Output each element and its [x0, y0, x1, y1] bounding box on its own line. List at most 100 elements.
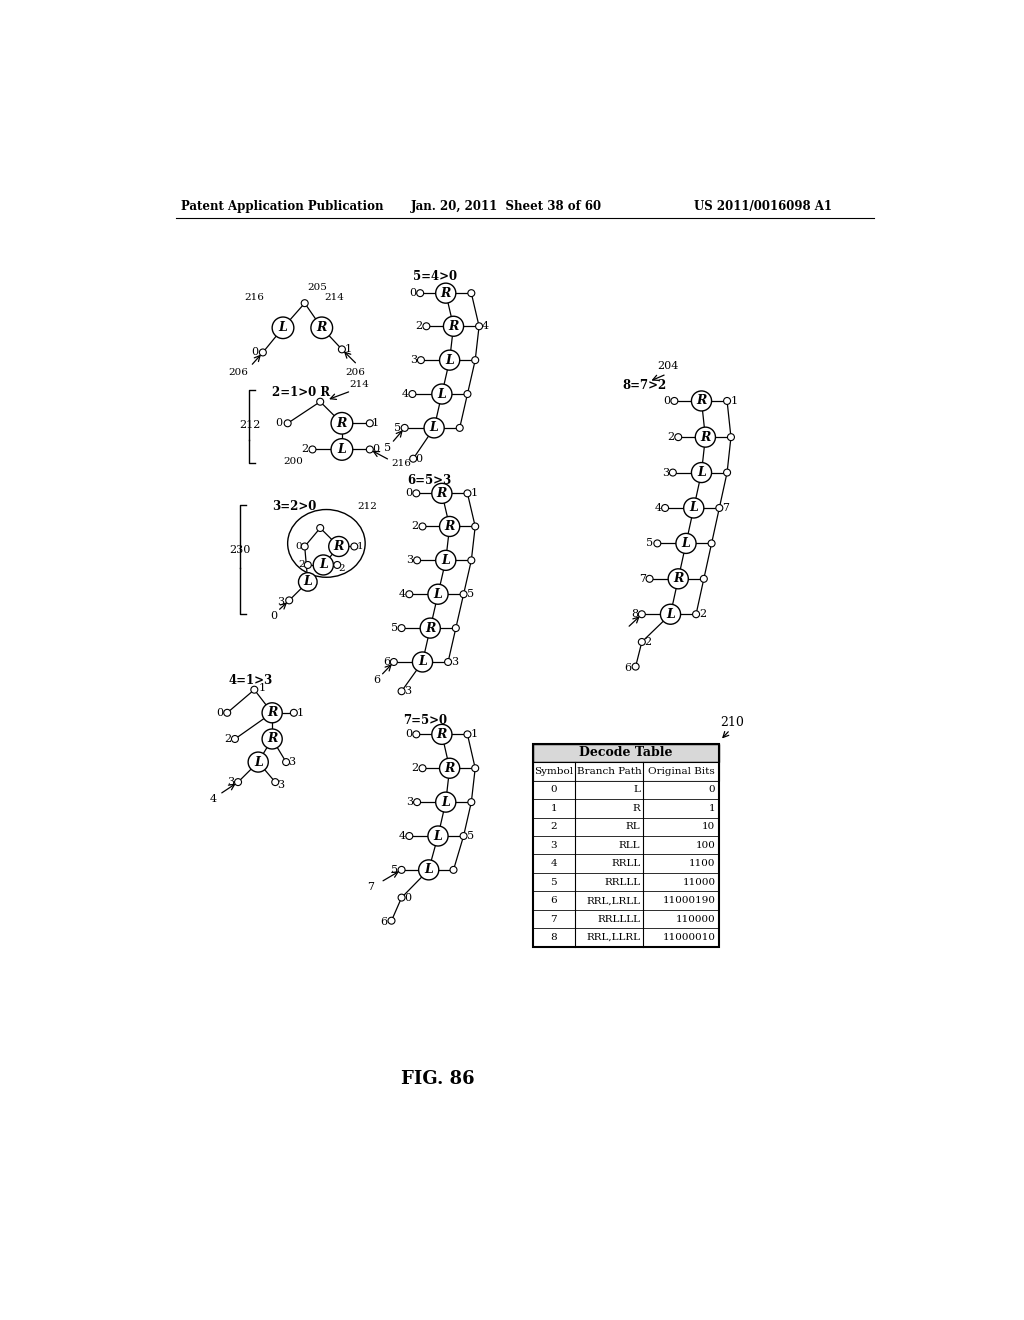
- Text: Decode Table: Decode Table: [579, 746, 673, 759]
- Circle shape: [432, 483, 452, 503]
- Text: 5: 5: [391, 865, 398, 875]
- Circle shape: [285, 420, 291, 426]
- Text: 3: 3: [227, 777, 234, 787]
- Text: 1: 1: [471, 730, 477, 739]
- Text: 10: 10: [702, 822, 716, 832]
- Circle shape: [424, 418, 444, 438]
- Text: 3: 3: [289, 758, 296, 767]
- Text: 11000190: 11000190: [663, 896, 716, 906]
- Circle shape: [472, 764, 478, 772]
- Circle shape: [646, 576, 653, 582]
- Text: 4=1>3: 4=1>3: [228, 675, 273, 686]
- Text: 0: 0: [251, 347, 258, 358]
- Circle shape: [291, 709, 297, 717]
- Text: L: L: [441, 796, 451, 809]
- Text: R: R: [337, 417, 347, 430]
- Circle shape: [398, 894, 406, 902]
- Text: Original Bits: Original Bits: [647, 767, 715, 776]
- Text: 212: 212: [357, 502, 377, 511]
- Text: US 2011/0016098 A1: US 2011/0016098 A1: [693, 199, 831, 213]
- Text: R: R: [436, 487, 447, 500]
- Circle shape: [420, 618, 440, 638]
- Text: 3: 3: [410, 355, 417, 366]
- Text: 5: 5: [391, 623, 398, 634]
- Text: RLL: RLL: [618, 841, 640, 850]
- Text: 4: 4: [482, 321, 489, 331]
- Text: R: R: [334, 540, 344, 553]
- Text: 3: 3: [276, 780, 284, 791]
- Text: R: R: [316, 321, 327, 334]
- Text: 2: 2: [668, 432, 675, 442]
- Circle shape: [334, 561, 341, 569]
- Circle shape: [676, 533, 696, 553]
- Circle shape: [691, 462, 712, 483]
- Circle shape: [428, 826, 449, 846]
- Text: 2: 2: [224, 734, 231, 744]
- Text: 0: 0: [372, 445, 379, 454]
- Text: 1: 1: [345, 345, 352, 354]
- Circle shape: [309, 446, 316, 453]
- Text: L: L: [430, 421, 438, 434]
- Circle shape: [251, 686, 258, 693]
- Circle shape: [367, 420, 374, 426]
- Text: 1: 1: [258, 684, 265, 693]
- Text: 0: 0: [295, 543, 302, 550]
- Circle shape: [692, 611, 699, 618]
- Text: 1: 1: [296, 708, 303, 718]
- Text: Jan. 20, 2011  Sheet 38 of 60: Jan. 20, 2011 Sheet 38 of 60: [411, 199, 602, 213]
- Text: 0: 0: [664, 396, 671, 407]
- Circle shape: [444, 659, 452, 665]
- Text: 7: 7: [722, 503, 729, 513]
- Bar: [532, 799, 719, 817]
- Circle shape: [638, 611, 645, 618]
- Circle shape: [464, 490, 471, 496]
- Text: 1: 1: [551, 804, 557, 813]
- Circle shape: [439, 350, 460, 370]
- Text: R: R: [444, 520, 455, 533]
- Bar: [532, 891, 719, 909]
- Text: 1: 1: [372, 418, 379, 428]
- Text: 7: 7: [367, 882, 374, 892]
- Text: FIG. 86: FIG. 86: [401, 1069, 475, 1088]
- Text: L: L: [433, 587, 442, 601]
- Text: L: L: [682, 537, 690, 550]
- Circle shape: [413, 490, 420, 496]
- Text: L: L: [634, 785, 640, 795]
- Circle shape: [316, 399, 324, 405]
- Circle shape: [417, 289, 424, 297]
- Text: L: L: [338, 444, 346, 455]
- Text: L: L: [697, 466, 706, 479]
- Text: 216: 216: [391, 459, 412, 467]
- Circle shape: [671, 397, 678, 404]
- Text: 4: 4: [210, 795, 217, 804]
- Circle shape: [468, 289, 475, 297]
- Circle shape: [410, 455, 417, 462]
- Bar: [532, 762, 719, 780]
- Circle shape: [468, 799, 475, 805]
- Text: 110000: 110000: [676, 915, 716, 924]
- Text: RRLLL: RRLLL: [604, 878, 640, 887]
- Text: 3: 3: [407, 556, 414, 565]
- Circle shape: [460, 591, 467, 598]
- Bar: [532, 909, 719, 928]
- Text: 2: 2: [339, 564, 345, 573]
- Text: L: L: [689, 502, 698, 515]
- Text: R: R: [444, 762, 455, 775]
- Circle shape: [439, 758, 460, 779]
- Text: L: L: [437, 388, 446, 400]
- Text: RRLL: RRLL: [611, 859, 640, 869]
- Circle shape: [716, 504, 723, 511]
- Circle shape: [443, 317, 464, 337]
- Circle shape: [691, 391, 712, 411]
- Circle shape: [695, 428, 716, 447]
- Circle shape: [398, 688, 406, 694]
- Circle shape: [468, 557, 475, 564]
- Text: 0: 0: [416, 454, 423, 463]
- Text: 8=7>2: 8=7>2: [623, 379, 667, 392]
- Text: 1: 1: [730, 396, 737, 407]
- Circle shape: [472, 523, 478, 529]
- Ellipse shape: [288, 510, 366, 577]
- Text: R: R: [440, 286, 451, 300]
- Text: 3: 3: [407, 797, 414, 807]
- Circle shape: [435, 792, 456, 812]
